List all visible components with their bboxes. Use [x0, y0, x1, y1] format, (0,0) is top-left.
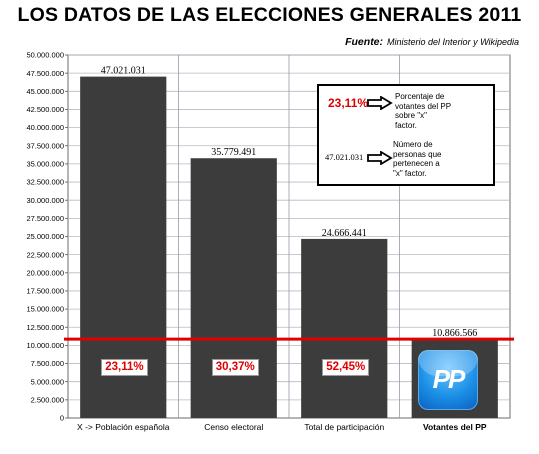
x-tick-label: Censo electoral [204, 422, 263, 432]
x-tick-label: Votantes del PP [423, 422, 487, 432]
arrow-right-icon [367, 151, 393, 165]
y-tick-label: 27.500.000 [26, 214, 64, 223]
legend-count-text: Número de personas que pertenecen a "x" … [393, 140, 442, 178]
x-tick-label: Total de participación [304, 422, 384, 432]
y-tick-label: 2.500.000 [31, 395, 64, 404]
y-tick-label: 35.000.000 [26, 160, 64, 169]
bar [190, 158, 277, 418]
percent-label: 52,45% [322, 359, 370, 377]
y-tick-label: 40.000.000 [26, 123, 64, 132]
y-tick-label: 22.500.000 [26, 250, 64, 259]
y-tick-label: 50.000.000 [26, 51, 64, 60]
y-tick-label: 47.500.000 [26, 69, 64, 78]
bar-value-label: 24.666.441 [322, 228, 367, 239]
y-tick-label: 32.500.000 [26, 178, 64, 187]
source-label: Fuente: [345, 36, 384, 48]
chart-source: Fuente: Ministerio del Interior y Wikiped… [345, 36, 519, 48]
arrow-right-icon [367, 96, 393, 110]
y-tick-label: 37.500.000 [26, 141, 64, 150]
y-tick-label: 0 [60, 414, 64, 423]
y-tick-label: 30.000.000 [26, 196, 64, 205]
percent-label: 23,11% [101, 359, 148, 377]
chart-title: LOS DATOS DE LAS ELECCIONES GENERALES 20… [17, 4, 522, 26]
y-tick-label: 25.000.000 [26, 232, 64, 241]
y-tick-label: 10.000.000 [26, 341, 64, 350]
x-tick-label: X -> Población española [77, 422, 170, 432]
legend-box: 23,11% Porcentaje de votantes del PP sob… [317, 84, 495, 186]
bar-value-label: 47.021.031 [101, 66, 146, 77]
bar [301, 238, 388, 418]
pp-logo-icon: PP [418, 350, 478, 410]
y-tick-label: 5.000.000 [31, 377, 64, 386]
bar-value-label: 10.866.566 [432, 328, 477, 339]
legend-count-example: 47.021.031 [325, 152, 364, 162]
y-tick-label: 42.500.000 [26, 105, 64, 114]
y-tick-label: 7.500.000 [31, 359, 64, 368]
source-text: Ministerio del Interior y Wikipedia [387, 37, 519, 47]
y-tick-label: 15.000.000 [26, 305, 64, 314]
legend-percent-text: Porcentaje de votantes del PP sobre "x" … [395, 92, 452, 130]
y-tick-label: 45.000.000 [26, 87, 64, 96]
y-tick-label: 17.500.000 [26, 287, 64, 296]
y-tick-label: 12.500.000 [26, 323, 64, 332]
percent-label: 30,37% [211, 359, 259, 377]
legend-percent-example: 23,11% [328, 96, 369, 110]
y-tick-label: 20.000.000 [26, 268, 64, 277]
bar-value-label: 35.779.491 [211, 147, 256, 158]
